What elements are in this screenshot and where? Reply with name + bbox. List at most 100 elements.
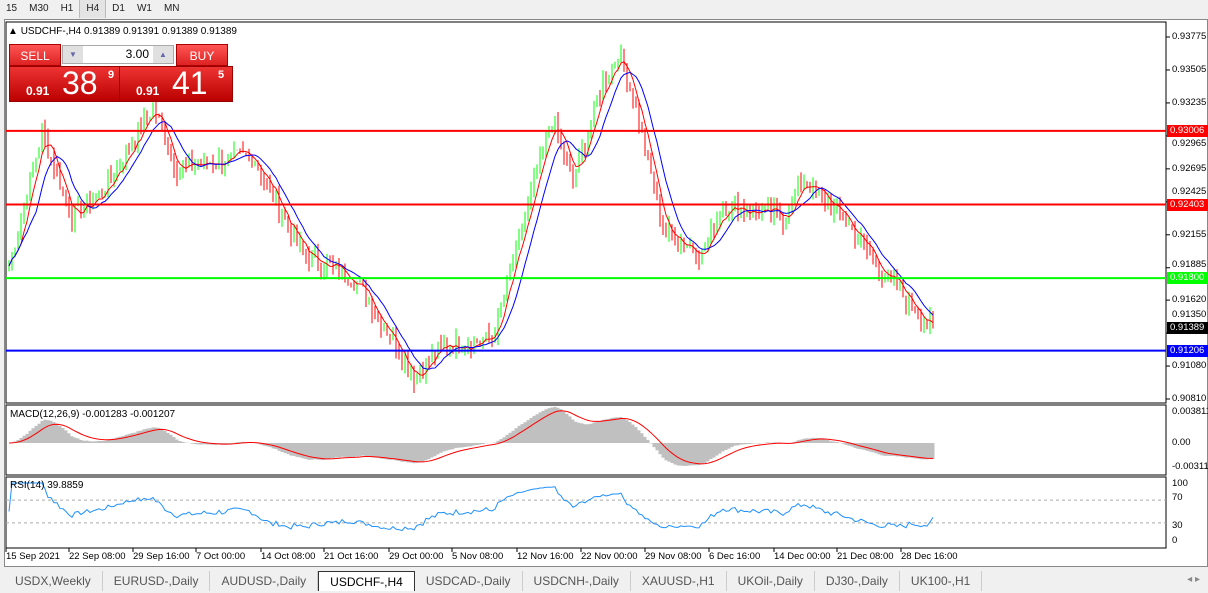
macd-bar [427, 443, 431, 460]
buy-price[interactable]: 0.91 41 5 [119, 65, 233, 102]
macd-bar [331, 443, 335, 459]
level-price-tag: 0.92403 [1167, 198, 1208, 211]
tab-scroll-icon[interactable]: ◂ ▸ [1187, 574, 1200, 585]
buy-panel[interactable]: BUY 0.91 41 5 [119, 44, 233, 102]
increase-lot-icon[interactable]: ▲ [153, 46, 173, 63]
lot-size-stepper[interactable]: ▼ 3.00 ▲ [62, 45, 174, 64]
sell-panel[interactable]: SELL 0.91 38 9 [9, 44, 123, 102]
macd-bar [892, 443, 896, 456]
macd-bar [736, 443, 740, 446]
macd-bar [580, 423, 584, 443]
buy-price-big: 41 [172, 65, 208, 101]
sell-button[interactable]: SELL [9, 44, 61, 66]
sell-price[interactable]: 0.91 38 9 [9, 65, 123, 102]
macd-bar [478, 443, 482, 445]
macd-bar [643, 436, 647, 443]
macd-bar [895, 443, 899, 457]
macd-bar [808, 438, 812, 443]
macd-bar [559, 409, 563, 443]
macd-bar [544, 409, 548, 443]
time-axis-label: 29 Nov 08:00 [645, 551, 702, 562]
level-price-tag: 0.91800 [1167, 272, 1208, 285]
macd-bar [400, 443, 404, 462]
macd-bar [316, 443, 320, 460]
timeframe-W1[interactable]: W1 [136, 3, 152, 14]
macd-bar [166, 432, 170, 443]
timeframe-bar: 15 M30 H1 H4 D1 W1 MN [0, 0, 186, 18]
macd-bar [523, 422, 527, 443]
macd-bar [52, 422, 56, 443]
macd-bar [301, 443, 305, 459]
macd-bar [721, 443, 725, 452]
macd-bar [430, 443, 434, 458]
macd-bar [391, 443, 395, 460]
rsi-axis-label: 0 [1172, 535, 1178, 546]
timeframe-MN[interactable]: MN [163, 3, 180, 14]
tab-1[interactable]: EURUSD-,Daily [103, 571, 211, 591]
macd-bar [334, 443, 338, 458]
macd-bar [157, 427, 161, 443]
macd-bar [598, 421, 602, 443]
macd-bar [586, 424, 590, 443]
macd-bar [637, 430, 641, 443]
timeframe-15[interactable]: 15 [6, 3, 18, 14]
macd-bar [421, 443, 425, 462]
macd-bar [445, 443, 449, 451]
timeframe-D1[interactable]: D1 [112, 3, 125, 14]
timeframe-H1[interactable]: H1 [60, 3, 74, 14]
macd-bar [370, 443, 374, 458]
macd-bar [844, 443, 848, 445]
macd-bar [568, 416, 572, 443]
chart-window[interactable] [4, 19, 1208, 567]
tab-6[interactable]: XAUUSD-,H1 [631, 571, 727, 591]
macd-bar [124, 434, 128, 443]
macd-bar [373, 443, 377, 458]
macd-bar [121, 436, 125, 443]
time-axis-label: 21 Dec 08:00 [837, 551, 894, 562]
macd-bar [724, 443, 728, 451]
macd-bar [37, 423, 41, 443]
buy-button[interactable]: BUY [176, 44, 228, 66]
panel-frame-2 [5, 476, 1167, 549]
timeframe-M30[interactable]: M30 [29, 3, 49, 14]
macd-bar [583, 424, 587, 443]
macd-bar [658, 443, 662, 455]
macd-bar [604, 419, 608, 443]
macd-bar [130, 433, 134, 443]
level-price-tag: 0.91206 [1167, 344, 1208, 357]
tab-5[interactable]: USDCNH-,Daily [523, 571, 631, 591]
macd-bar [508, 432, 512, 443]
tab-9[interactable]: UK100-,H1 [900, 571, 983, 591]
tab-7[interactable]: UKOil-,Daily [727, 571, 815, 591]
macd-axis-label: -0.00311 [1172, 461, 1208, 472]
tab-3[interactable]: USDCHF-,H4 [318, 571, 415, 591]
macd-bar [685, 443, 689, 466]
macd-bar [517, 425, 521, 443]
decrease-lot-icon[interactable]: ▼ [63, 46, 83, 63]
timeframe-H4[interactable]: H4 [79, 0, 107, 18]
macd-bar [133, 432, 137, 443]
macd-bar [67, 433, 71, 443]
macd-bar [16, 439, 20, 443]
macd-bar [304, 443, 308, 460]
price-axis-label: 0.92695 [1172, 162, 1207, 174]
price-axis-label: 0.90810 [1172, 393, 1207, 404]
macd-bar [55, 423, 59, 443]
macd-bar [79, 439, 83, 443]
macd-bar [616, 417, 620, 443]
macd-bar [619, 417, 623, 443]
tab-2[interactable]: AUDUSD-,Daily [210, 571, 319, 591]
tab-4[interactable]: USDCAD-,Daily [415, 571, 523, 591]
macd-bar [463, 443, 467, 448]
tab-0[interactable]: USDX,Weekly [4, 571, 103, 591]
macd-bar [850, 443, 854, 447]
macd-bar [466, 443, 470, 447]
macd-bar [592, 422, 596, 443]
macd-bar [361, 443, 365, 456]
tab-8[interactable]: DJ30-,Daily [815, 571, 900, 591]
macd-bar [505, 434, 509, 443]
time-axis-label: 28 Dec 16:00 [901, 551, 958, 562]
lot-size-input[interactable]: 3.00 [125, 47, 149, 61]
macd-bar [100, 440, 104, 443]
